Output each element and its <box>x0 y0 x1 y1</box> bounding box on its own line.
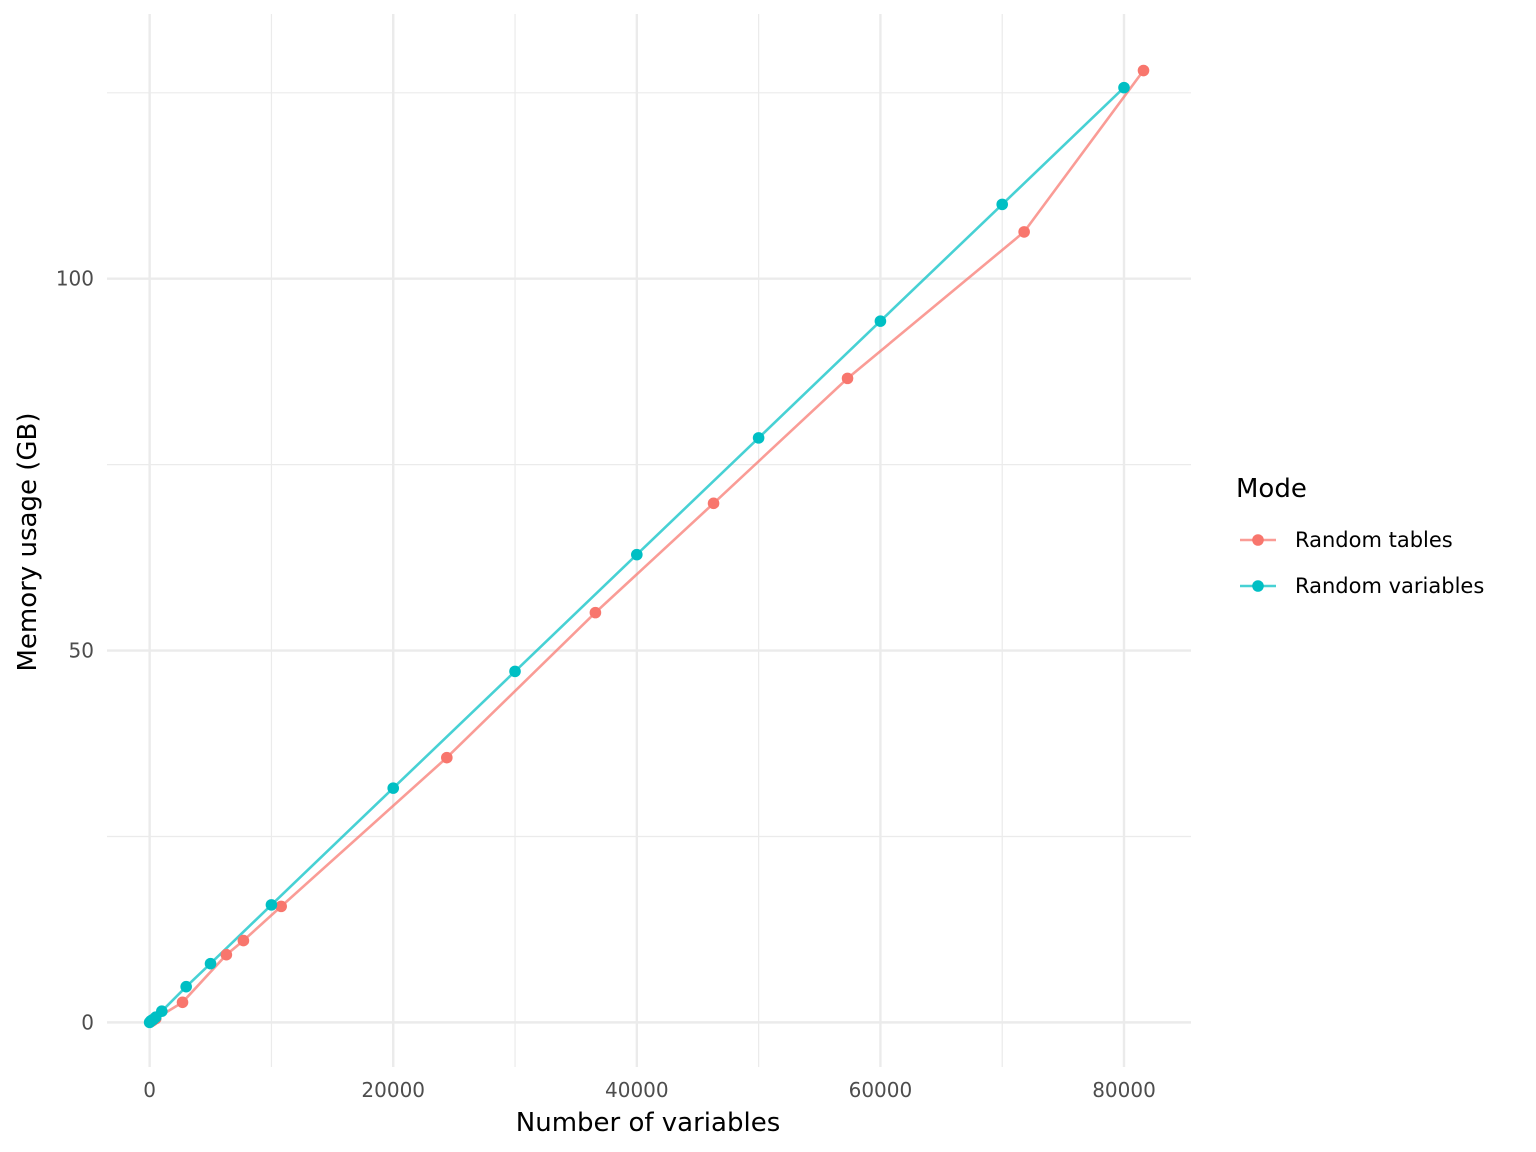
y-axis-title: Memory usage (GB) <box>13 413 43 672</box>
data-point <box>752 432 765 444</box>
y-tick-label: 0 <box>81 1010 94 1034</box>
data-point <box>874 315 887 327</box>
legend-key-point <box>1252 534 1264 546</box>
series-points <box>143 64 1150 1029</box>
series-lines <box>148 69 1145 1024</box>
grid-minor <box>107 14 1191 1067</box>
data-point <box>1137 64 1150 77</box>
x-tick-label: 0 <box>143 1078 156 1102</box>
data-point <box>631 548 643 561</box>
x-tick-label: 40000 <box>605 1078 669 1102</box>
data-point <box>589 606 602 619</box>
data-point <box>176 996 189 1009</box>
data-point <box>265 899 278 911</box>
x-axis-title: Number of variables <box>516 1108 780 1138</box>
data-point <box>509 665 521 678</box>
data-point <box>841 372 854 385</box>
data-point <box>1118 81 1130 94</box>
x-tick-label: 20000 <box>361 1078 425 1102</box>
y-axis-ticks: 0 50 100 <box>56 267 94 1035</box>
data-point <box>180 980 192 993</box>
data-point <box>441 751 453 764</box>
legend: Mode Random tables Random variables <box>1236 474 1484 598</box>
x-axis-ticks: 0 20000 40000 60000 80000 <box>143 1078 1156 1102</box>
x-tick-label: 60000 <box>849 1078 913 1102</box>
legend-key-point <box>1252 580 1264 592</box>
y-tick-label: 100 <box>56 267 94 291</box>
data-point <box>156 1005 168 1018</box>
data-point <box>204 957 217 970</box>
data-point <box>220 948 233 961</box>
grid-major <box>107 14 1191 1067</box>
data-point <box>237 934 250 947</box>
y-tick-label: 50 <box>69 639 94 663</box>
x-tick-label: 80000 <box>1092 1078 1156 1102</box>
data-point <box>707 497 720 510</box>
legend-title: Mode <box>1236 474 1307 504</box>
data-point <box>1018 226 1030 238</box>
data-point <box>387 782 400 794</box>
data-point <box>996 198 1009 211</box>
legend-label: Random variables <box>1295 574 1484 598</box>
legend-label: Random tables <box>1295 528 1453 552</box>
data-point <box>275 900 287 913</box>
